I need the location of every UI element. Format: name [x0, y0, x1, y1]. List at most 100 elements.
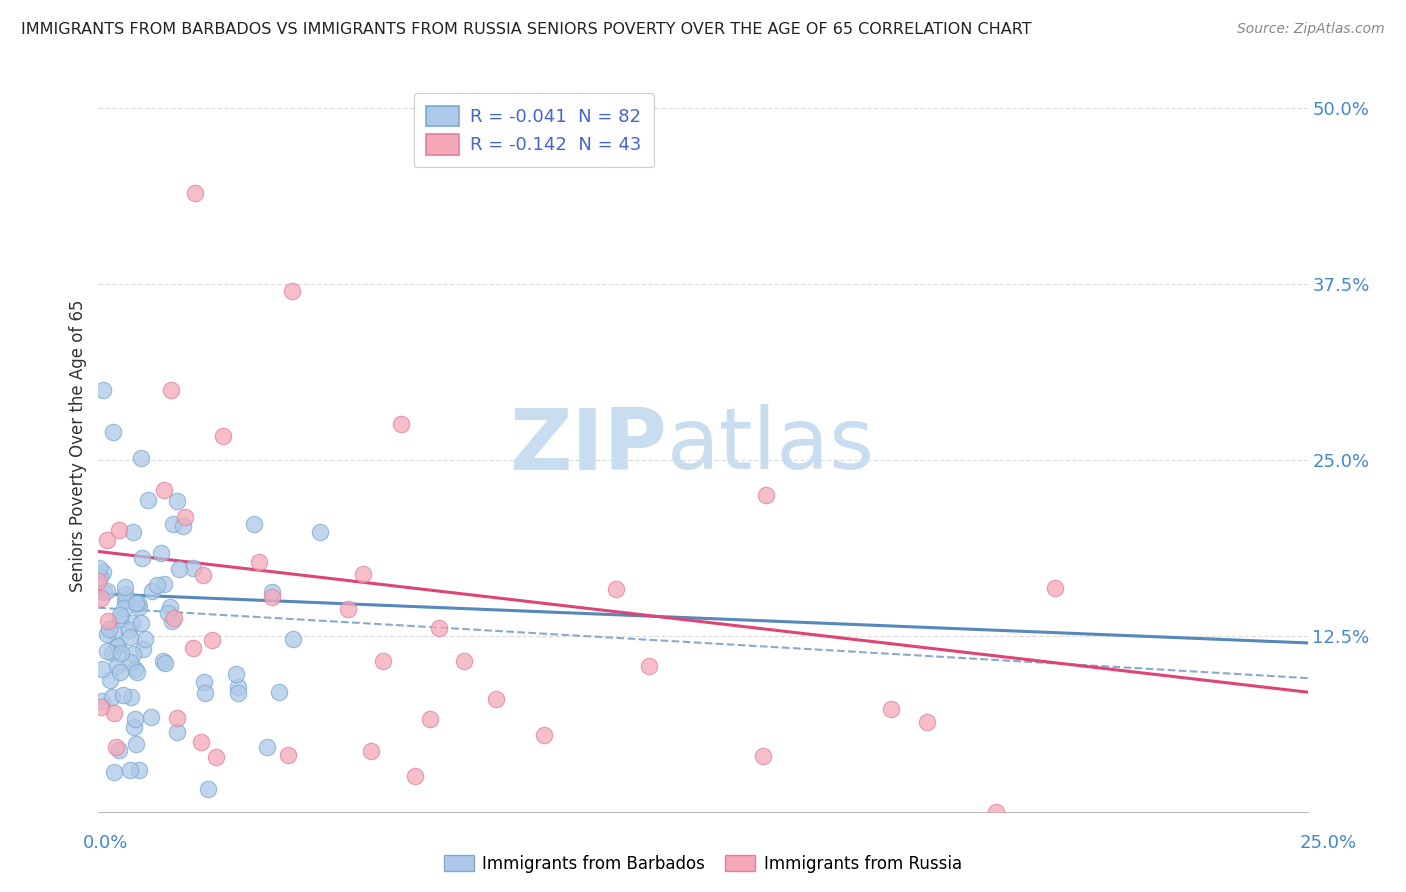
- Point: [118, 631, 141, 645]
- Point: [125, 665, 148, 679]
- Point: [124, 662, 146, 676]
- Point: [108, 665, 131, 679]
- Point: [120, 655, 142, 669]
- Point: [114, 586, 136, 600]
- Point: [118, 623, 141, 637]
- Point: [184, 186, 207, 200]
- Point: [533, 728, 555, 742]
- Point: [163, 611, 186, 625]
- Point: [153, 577, 176, 591]
- Point: [141, 584, 163, 599]
- Point: [226, 680, 249, 694]
- Point: [879, 702, 901, 716]
- Point: [181, 561, 204, 575]
- Point: [160, 614, 183, 628]
- Point: [752, 749, 775, 764]
- Point: [389, 417, 412, 431]
- Point: [100, 690, 122, 704]
- Point: [156, 606, 179, 620]
- Point: [453, 654, 475, 668]
- Legend: R = -0.041  N = 82, R = -0.142  N = 43: R = -0.041 N = 82, R = -0.142 N = 43: [413, 93, 654, 167]
- Point: [190, 734, 212, 748]
- Point: [89, 570, 111, 584]
- Point: [225, 667, 247, 681]
- Legend: Immigrants from Barbados, Immigrants from Russia: Immigrants from Barbados, Immigrants fro…: [437, 848, 969, 880]
- Point: [122, 720, 145, 734]
- Point: [96, 584, 118, 599]
- Point: [131, 551, 153, 566]
- Point: [211, 429, 233, 443]
- Point: [124, 712, 146, 726]
- Point: [108, 742, 131, 756]
- Point: [191, 568, 214, 582]
- Text: atlas: atlas: [666, 404, 875, 488]
- Point: [166, 711, 188, 725]
- Point: [103, 624, 125, 639]
- Point: [226, 686, 249, 700]
- Point: [193, 675, 215, 690]
- Point: [160, 383, 183, 397]
- Point: [93, 584, 115, 599]
- Point: [105, 740, 128, 755]
- Point: [281, 285, 304, 299]
- Point: [984, 805, 1007, 819]
- Point: [371, 654, 394, 668]
- Point: [120, 690, 142, 705]
- Point: [247, 555, 270, 569]
- Point: [90, 662, 112, 676]
- Point: [103, 706, 125, 720]
- Point: [105, 639, 128, 653]
- Point: [152, 654, 174, 668]
- Point: [146, 577, 169, 591]
- Point: [112, 600, 135, 615]
- Point: [91, 383, 114, 397]
- Point: [205, 750, 228, 764]
- Point: [96, 627, 118, 641]
- Point: [605, 582, 627, 596]
- Point: [181, 640, 204, 655]
- Point: [152, 483, 174, 497]
- Point: [121, 616, 143, 631]
- Point: [277, 747, 299, 762]
- Point: [90, 699, 112, 714]
- Point: [167, 562, 190, 576]
- Text: ZIP: ZIP: [509, 404, 666, 488]
- Point: [166, 725, 188, 739]
- Point: [128, 599, 150, 614]
- Point: [159, 600, 181, 615]
- Point: [197, 782, 219, 797]
- Point: [201, 633, 224, 648]
- Point: [87, 561, 110, 575]
- Point: [91, 566, 114, 580]
- Point: [131, 615, 153, 630]
- Point: [105, 659, 128, 673]
- Point: [404, 769, 426, 783]
- Point: [125, 737, 148, 751]
- Point: [281, 632, 304, 646]
- Point: [352, 567, 374, 582]
- Point: [87, 574, 110, 588]
- Point: [256, 739, 278, 754]
- Point: [111, 688, 134, 702]
- Point: [103, 764, 125, 779]
- Point: [172, 519, 194, 533]
- Point: [97, 622, 120, 636]
- Point: [427, 621, 450, 635]
- Point: [136, 493, 159, 508]
- Point: [149, 545, 172, 559]
- Point: [166, 493, 188, 508]
- Point: [173, 510, 195, 524]
- Point: [110, 646, 132, 660]
- Point: [485, 692, 508, 706]
- Point: [115, 592, 138, 607]
- Point: [97, 614, 120, 628]
- Point: [127, 596, 149, 610]
- Point: [337, 602, 360, 616]
- Point: [96, 533, 118, 548]
- Point: [108, 523, 131, 537]
- Point: [419, 713, 441, 727]
- Point: [110, 612, 132, 626]
- Text: 0.0%: 0.0%: [83, 834, 128, 852]
- Point: [128, 763, 150, 777]
- Point: [101, 425, 124, 439]
